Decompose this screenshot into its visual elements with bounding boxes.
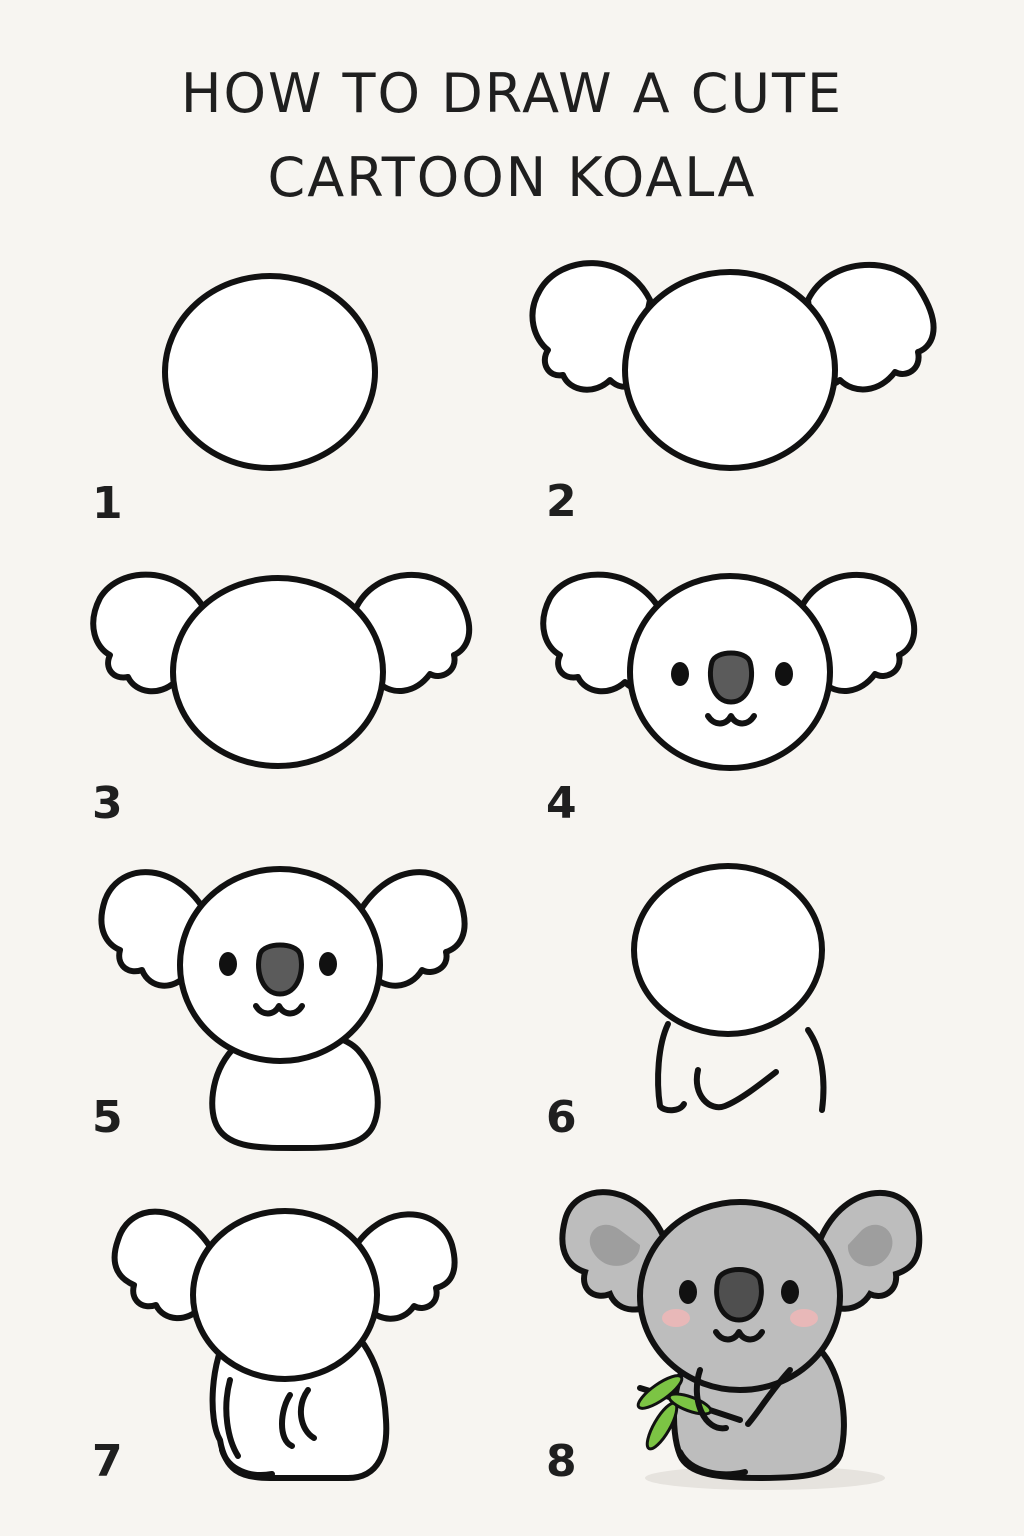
left-inner-ear	[589, 1224, 640, 1266]
left-eye	[679, 1280, 697, 1304]
step-5-number: 5	[92, 1092, 123, 1143]
foot	[677, 1449, 748, 1478]
step-4-drawing	[540, 571, 918, 771]
step-3-drawing	[90, 571, 473, 769]
left-leg-line	[223, 1377, 241, 1459]
title-line-2: CARTOON KOALA	[267, 146, 757, 209]
left-ear	[111, 1208, 218, 1322]
arm-right	[745, 1367, 793, 1427]
nose	[256, 942, 304, 997]
left-cheek	[662, 1309, 690, 1327]
step-7-drawing	[111, 1208, 458, 1482]
arm-line	[279, 1387, 317, 1449]
step-8-number: 8	[546, 1436, 577, 1487]
step-2-drawing	[529, 260, 937, 471]
step-1-drawing	[162, 273, 378, 471]
right-cheek	[790, 1309, 818, 1327]
step-5-drawing	[98, 866, 468, 1151]
head-outline	[190, 1208, 380, 1382]
arm-left	[693, 1367, 729, 1432]
right-inner-ear	[847, 1224, 893, 1267]
step-6-drawing	[631, 863, 827, 1114]
mouth	[253, 1003, 305, 1017]
head-outline	[170, 575, 386, 769]
page-title: HOW TO DRAW A CUTE CARTOON KOALA	[0, 52, 1024, 220]
mouth	[713, 1329, 765, 1343]
step-4-number: 4	[546, 778, 577, 829]
head-outline	[622, 269, 838, 471]
step-3-number: 3	[92, 778, 123, 829]
left-ear	[529, 260, 653, 393]
nose	[714, 1267, 764, 1323]
leaf-1	[636, 1374, 684, 1410]
right-eye	[319, 952, 337, 976]
step-8-drawing	[559, 1189, 923, 1490]
arm-line	[693, 1067, 779, 1111]
step-7-number: 7	[92, 1436, 123, 1487]
foot-line	[219, 1447, 275, 1478]
title-line-1: HOW TO DRAW A CUTE	[180, 62, 844, 125]
step-6-number: 6	[546, 1092, 577, 1143]
step-1-number: 1	[92, 478, 123, 529]
head-outline	[631, 863, 825, 1037]
body-right-line	[805, 1027, 827, 1113]
body-left-line	[655, 1021, 687, 1114]
right-eye	[781, 1280, 799, 1304]
left-eye	[671, 662, 689, 686]
step-2-number: 2	[546, 476, 577, 527]
head-outline	[162, 273, 378, 471]
right-ear	[805, 261, 937, 393]
mouth	[705, 713, 757, 727]
right-eye	[775, 662, 793, 686]
left-eye	[219, 952, 237, 976]
nose	[707, 650, 755, 705]
